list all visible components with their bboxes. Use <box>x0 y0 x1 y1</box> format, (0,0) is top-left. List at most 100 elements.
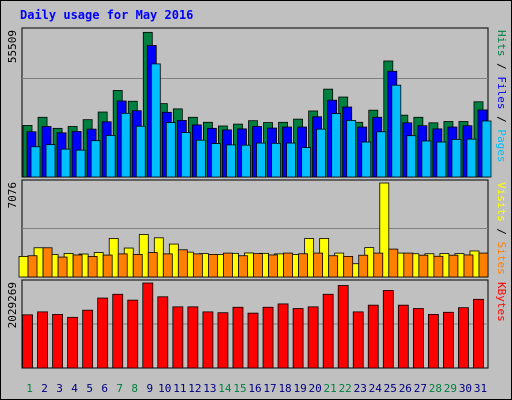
bar-pages-day-8 <box>135 125 146 178</box>
axis-max-label: 2029269 <box>6 282 19 328</box>
bar-pages-day-26 <box>406 135 417 178</box>
x-tick-label-day-29: 29 <box>444 382 457 395</box>
x-tick-label-day-17: 17 <box>263 382 276 395</box>
bar-sites-day-22 <box>343 256 354 278</box>
bar-kbytes-day-10 <box>157 296 169 369</box>
bar-pages-day-6 <box>105 135 116 178</box>
bar-kbytes-day-11 <box>172 306 184 369</box>
bar-kbytes-day-1 <box>22 314 33 369</box>
bar-pages-day-2 <box>45 144 56 178</box>
bar-sites-day-13 <box>208 254 218 278</box>
bar-sites-day-8 <box>132 254 143 278</box>
axis-label-separator: / <box>495 222 508 242</box>
bar-kbytes-day-6 <box>97 297 109 369</box>
x-tick-label-day-20: 20 <box>309 382 322 395</box>
bar-kbytes-day-8 <box>127 299 139 369</box>
x-tick-label-day-24: 24 <box>369 382 383 395</box>
bar-sites-day-20 <box>313 252 324 278</box>
bar-pages-day-27 <box>421 140 432 178</box>
x-tick-label-day-31: 31 <box>474 382 487 395</box>
bar-kbytes-day-15 <box>232 306 244 369</box>
bar-pages-day-5 <box>90 140 101 178</box>
x-tick-label-day-5: 5 <box>86 382 93 395</box>
bar-kbytes-day-30 <box>458 307 469 369</box>
bar-pages-day-9 <box>150 63 161 178</box>
x-tick-label-day-15: 15 <box>233 382 246 395</box>
bar-sites-day-21 <box>328 255 339 278</box>
axis-series-label: Hits / Files / Pages <box>495 30 508 163</box>
bar-kbytes-day-3 <box>52 313 63 369</box>
bar-pages-day-1 <box>30 146 41 178</box>
bar-kbytes-day-13 <box>202 311 214 369</box>
bar-sites-day-1 <box>27 255 38 278</box>
bar-sites-day-31 <box>478 252 489 278</box>
bar-visits-day-1 <box>18 256 29 278</box>
bar-pages-day-11 <box>180 132 191 178</box>
x-tick-label-day-18: 18 <box>278 382 291 395</box>
bar-pages-day-28 <box>436 141 447 178</box>
chart-title: Daily usage for May 2016 <box>20 8 193 22</box>
bar-kbytes-day-2 <box>37 311 48 369</box>
bar-kbytes-day-26 <box>397 304 409 369</box>
axis-series-label: KBytes <box>495 282 508 322</box>
bar-sites-day-27 <box>418 254 429 278</box>
bar-kbytes-day-14 <box>217 312 229 369</box>
axis-max-label: 7076 <box>6 182 19 209</box>
x-tick-label-day-28: 28 <box>429 382 442 395</box>
bar-sites-day-7 <box>117 253 128 278</box>
axis-label-hits: Hits <box>495 30 508 57</box>
bar-pages-day-25 <box>391 84 402 178</box>
axis-label-kbytes: KBytes <box>495 282 508 322</box>
bar-pages-day-3 <box>60 148 71 178</box>
bar-pages-day-19 <box>301 147 311 178</box>
bar-pages-day-16 <box>256 142 266 178</box>
bar-visits-day-25 <box>379 182 390 278</box>
bar-sites-day-25 <box>388 248 399 278</box>
bar-sites-day-14 <box>223 252 233 278</box>
bar-pages-day-12 <box>195 139 206 178</box>
bar-sites-day-3 <box>57 256 68 278</box>
x-tick-label-day-10: 10 <box>158 382 171 395</box>
axis-label-sites: Sites <box>495 242 508 275</box>
bar-sites-day-11 <box>177 249 188 278</box>
axis-label-separator: / <box>495 110 508 130</box>
x-tick-label-day-4: 4 <box>71 382 78 395</box>
bar-sites-day-17 <box>268 254 278 278</box>
bar-pages-day-29 <box>451 138 462 178</box>
bar-kbytes-day-20 <box>307 306 319 369</box>
bar-sites-day-5 <box>87 256 98 278</box>
bar-pages-day-31 <box>481 120 492 178</box>
x-tick-label-day-22: 22 <box>339 382 352 395</box>
bar-kbytes-day-22 <box>337 285 349 369</box>
x-tick-label-day-3: 3 <box>56 382 63 395</box>
bar-kbytes-day-9 <box>142 282 154 369</box>
axis-label-visits: Visits <box>495 182 508 222</box>
bar-sites-day-2 <box>42 247 53 278</box>
bar-sites-day-26 <box>403 252 414 278</box>
bar-kbytes-day-18 <box>277 303 289 369</box>
bar-pages-day-20 <box>316 128 327 178</box>
bar-sites-day-18 <box>283 252 293 278</box>
bar-kbytes-day-4 <box>67 316 79 369</box>
x-tick-label-day-16: 16 <box>248 382 261 395</box>
bar-sites-day-15 <box>238 255 248 278</box>
bar-pages-day-24 <box>376 131 387 178</box>
bar-pages-day-15 <box>241 144 251 178</box>
bar-pages-day-23 <box>361 141 372 178</box>
x-tick-label-day-1: 1 <box>26 382 33 395</box>
bar-sites-day-6 <box>102 254 113 278</box>
bar-kbytes-day-7 <box>112 293 124 369</box>
x-tick-label-day-2: 2 <box>41 382 48 395</box>
bar-kbytes-day-17 <box>262 306 274 369</box>
bar-pages-day-22 <box>346 120 357 178</box>
x-tick-label-day-8: 8 <box>131 382 138 395</box>
axis-max-label: 55509 <box>6 30 19 63</box>
x-tick-label-day-25: 25 <box>384 382 397 395</box>
bar-pages-day-4 <box>75 149 86 178</box>
bar-pages-day-17 <box>271 142 281 178</box>
bar-pages-day-14 <box>226 144 236 178</box>
bar-kbytes-day-24 <box>367 304 379 369</box>
x-tick-label-day-7: 7 <box>116 382 123 395</box>
